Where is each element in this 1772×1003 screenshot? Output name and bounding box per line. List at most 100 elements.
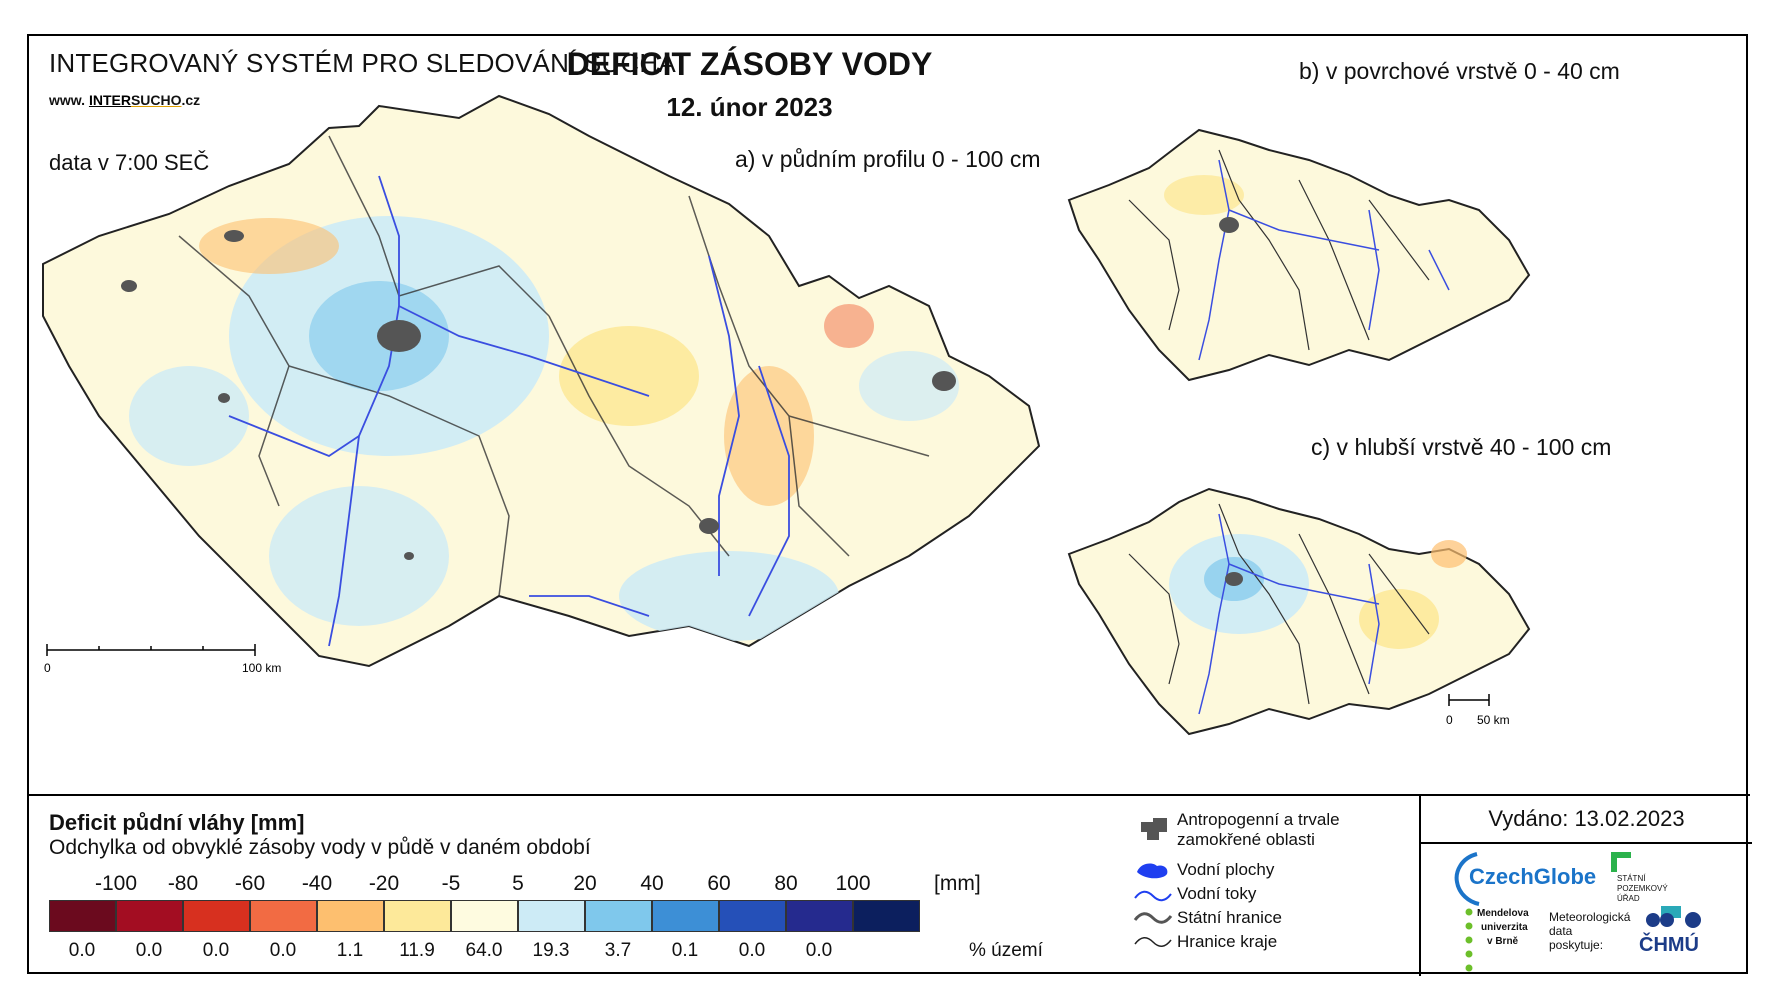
legend-swatch bbox=[853, 900, 920, 932]
spu-line-1: STÁTNÍ bbox=[1617, 874, 1646, 883]
czechglobe-logo: CzechGlobe bbox=[1469, 864, 1597, 889]
legend-swatch bbox=[49, 900, 116, 932]
legend-subtitle: Odchylka od obvyklé zásoby vody v půdě v… bbox=[49, 836, 591, 859]
legend-swatch bbox=[652, 900, 719, 932]
map-c-label: c) v hlubší vrstvě 40 - 100 cm bbox=[1311, 434, 1612, 460]
legend-percentage: 11.9 bbox=[399, 940, 435, 961]
mendelu-line-2: univerzita bbox=[1481, 922, 1528, 933]
map-a-wet-west bbox=[129, 366, 249, 466]
map-b-label: b) v povrchové vrstvě 0 - 40 cm bbox=[1299, 58, 1620, 84]
state-border-icon bbox=[1133, 912, 1173, 924]
legend-percentage: 0.0 bbox=[805, 940, 833, 961]
legend-tick-label: -60 bbox=[234, 872, 266, 895]
spu-line-2: POZEMKOVÝ bbox=[1617, 884, 1668, 893]
mendelu-line-3: v Brně bbox=[1487, 936, 1519, 947]
legend-swatch bbox=[786, 900, 853, 932]
legend-region-border-label: Hranice kraje bbox=[1177, 932, 1278, 951]
legend-swatch bbox=[183, 900, 250, 932]
legend-percentage: 19.3 bbox=[532, 940, 570, 961]
map-a-rivers bbox=[228, 175, 790, 647]
urban-symbol-icon bbox=[1141, 818, 1167, 840]
map-date: 12. únor 2023 bbox=[666, 92, 833, 122]
map-a-dry-jesenik bbox=[824, 304, 874, 348]
legend-percentage: 64.0 bbox=[465, 940, 503, 961]
map-b-region-borders bbox=[1128, 149, 1430, 351]
map-a-dry-moravia bbox=[724, 366, 814, 506]
legend-swatch bbox=[451, 900, 518, 932]
www-prefix: www. bbox=[49, 92, 89, 108]
legend-percentage: 0.0 bbox=[135, 940, 163, 961]
issued-date: Vydáno: 13.02.2023 bbox=[1488, 806, 1685, 831]
main-title: DEFICIT ZÁSOBY VODY bbox=[566, 46, 933, 82]
map-a-dry-east bbox=[559, 326, 699, 426]
legend-swatch bbox=[250, 900, 317, 932]
legend-tick-label: 100 bbox=[835, 872, 871, 895]
scale-bar-c bbox=[1448, 694, 1490, 706]
legend-tick-label: -100 bbox=[94, 872, 138, 895]
legend-rivers-label: Vodní toky bbox=[1177, 884, 1257, 903]
scale-a-zero: 0 bbox=[44, 661, 51, 675]
legend-swatch bbox=[384, 900, 451, 932]
website-link[interactable]: www. INTERSUCHO.cz bbox=[49, 92, 200, 108]
www-suffix: .cz bbox=[181, 92, 201, 108]
map-b-country bbox=[1067, 128, 1531, 382]
legend-percentage: 0.1 bbox=[671, 940, 699, 961]
map-frame: INTEGROVANÝ SYSTÉM PRO SLEDOVÁNÍ SUCHA w… bbox=[27, 34, 1752, 976]
legend-percentage: 0.0 bbox=[269, 940, 297, 961]
map-a-dry-ostrava bbox=[859, 351, 959, 421]
legend-tick-label: -20 bbox=[368, 872, 400, 895]
data-time: data v 7:00 SEČ bbox=[49, 150, 210, 175]
chmu-note-2: data bbox=[1549, 924, 1573, 938]
map-a-urban bbox=[121, 230, 956, 560]
map-c-dry-north bbox=[1431, 540, 1467, 568]
water-body-icon bbox=[1137, 863, 1168, 879]
scale-a-end: 100 km bbox=[242, 661, 281, 675]
region-border-icon bbox=[1134, 937, 1172, 947]
legend-water-label: Vodní plochy bbox=[1177, 860, 1275, 879]
map-c-dry-east bbox=[1359, 589, 1439, 649]
map-c: 0 50 km bbox=[1067, 487, 1531, 736]
legend-urban-label: Antropogenní a trvale zamokřené oblasti bbox=[1177, 810, 1340, 849]
map-c-region-borders bbox=[1128, 503, 1430, 705]
map-a-wet-southmoravia bbox=[619, 551, 839, 641]
legend-state-border-label: Státní hranice bbox=[1177, 908, 1282, 927]
river-icon bbox=[1134, 890, 1172, 902]
legend-title: Deficit půdní vláhy [mm] bbox=[49, 810, 305, 835]
chmu-logo-icon bbox=[1646, 912, 1701, 928]
legend-unit-pct: % území bbox=[969, 940, 1043, 961]
map-c-country bbox=[1067, 487, 1531, 736]
legend-percentage: 0.0 bbox=[202, 940, 230, 961]
legend-swatch bbox=[116, 900, 183, 932]
map-a: 0 100 km bbox=[42, 94, 1041, 675]
www-sucho: SUCHO bbox=[130, 92, 182, 108]
legend-swatch bbox=[585, 900, 652, 932]
legend-percentage: 1.1 bbox=[336, 940, 364, 961]
scale-c-end: 50 km bbox=[1477, 713, 1510, 727]
map-b bbox=[1067, 128, 1531, 382]
www-inter: INTER bbox=[88, 92, 131, 108]
legend-tick-label: -5 bbox=[441, 872, 461, 895]
legend-percentage: 0.0 bbox=[738, 940, 766, 961]
legend-tick-label: 80 bbox=[774, 872, 798, 895]
legend-unit-mm: [mm] bbox=[934, 872, 981, 895]
legend-tick-label: 20 bbox=[573, 872, 597, 895]
map-b-rivers bbox=[1198, 159, 1450, 361]
legend-tick-label: 5 bbox=[512, 872, 524, 895]
legend-tick-label: 60 bbox=[707, 872, 731, 895]
chmu-logo: ČHMÚ bbox=[1639, 934, 1699, 956]
issued-panel: Vydáno: 13.02.2023 CzechGlobe STÁTNÍ POZ… bbox=[1419, 794, 1752, 976]
legend-swatch bbox=[518, 900, 585, 932]
legend-panel: Deficit půdní vláhy [mm] Odchylka od obv… bbox=[29, 794, 1750, 978]
legend-swatch bbox=[317, 900, 384, 932]
legend-percentage: 3.7 bbox=[604, 940, 632, 961]
mendelu-line-1: Mendelova bbox=[1477, 908, 1529, 919]
system-title: INTEGROVANÝ SYSTÉM PRO SLEDOVÁNÍ SUCHA bbox=[49, 48, 676, 78]
map-a-wet-south bbox=[269, 486, 449, 626]
legend-percentage: 0.0 bbox=[68, 940, 96, 961]
czechglobe-logo-icon bbox=[1454, 852, 1480, 906]
chmu-note-1: Meteorologická bbox=[1549, 910, 1631, 924]
spu-line-3: ÚŘAD bbox=[1617, 894, 1640, 903]
legend-tick-label: 40 bbox=[640, 872, 664, 895]
legend-tick-label: -80 bbox=[167, 872, 199, 895]
legend-tick-label: -40 bbox=[301, 872, 333, 895]
